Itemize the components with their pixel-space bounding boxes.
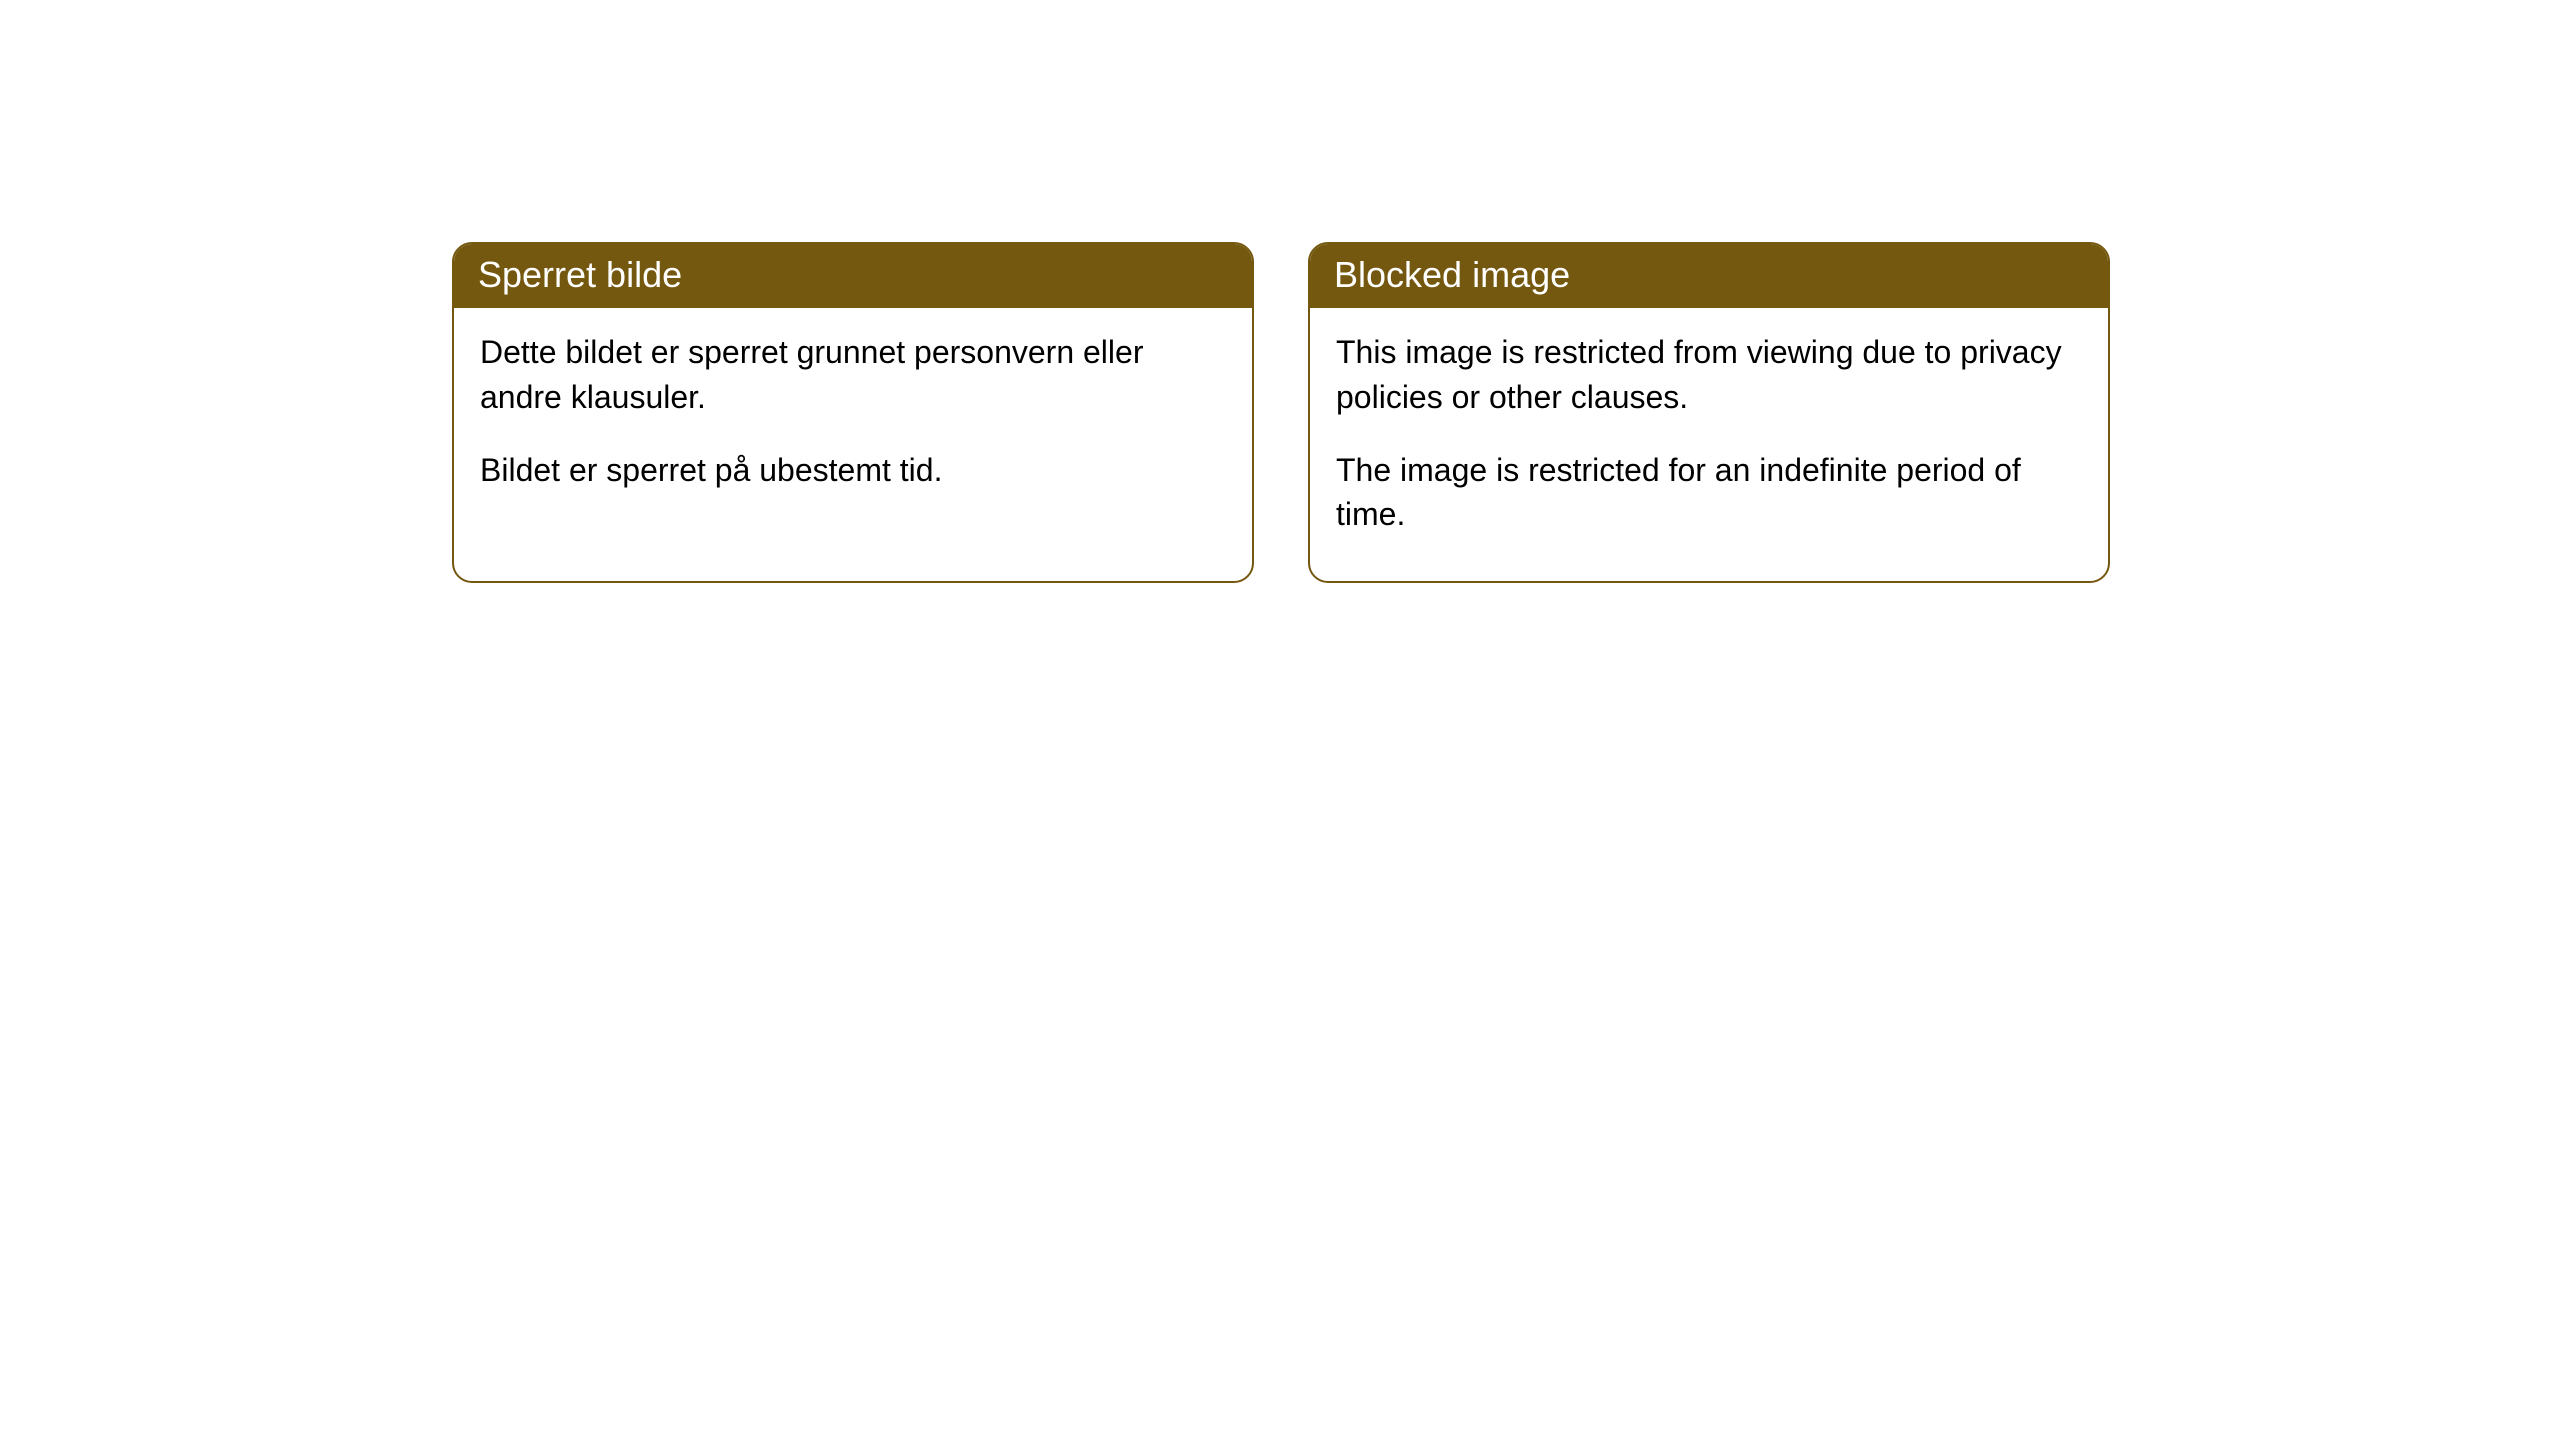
info-cards-container: Sperret bilde Dette bildet er sperret gr… (452, 242, 2110, 583)
card-paragraph-2: The image is restricted for an indefinit… (1336, 448, 2082, 538)
card-paragraph-2: Bildet er sperret på ubestemt tid. (480, 448, 1226, 493)
blocked-image-card-norwegian: Sperret bilde Dette bildet er sperret gr… (452, 242, 1254, 583)
card-header: Sperret bilde (454, 244, 1252, 308)
card-paragraph-1: This image is restricted from viewing du… (1336, 330, 2082, 420)
card-body: Dette bildet er sperret grunnet personve… (454, 308, 1252, 536)
card-paragraph-1: Dette bildet er sperret grunnet personve… (480, 330, 1226, 420)
blocked-image-card-english: Blocked image This image is restricted f… (1308, 242, 2110, 583)
card-header: Blocked image (1310, 244, 2108, 308)
card-body: This image is restricted from viewing du… (1310, 308, 2108, 581)
